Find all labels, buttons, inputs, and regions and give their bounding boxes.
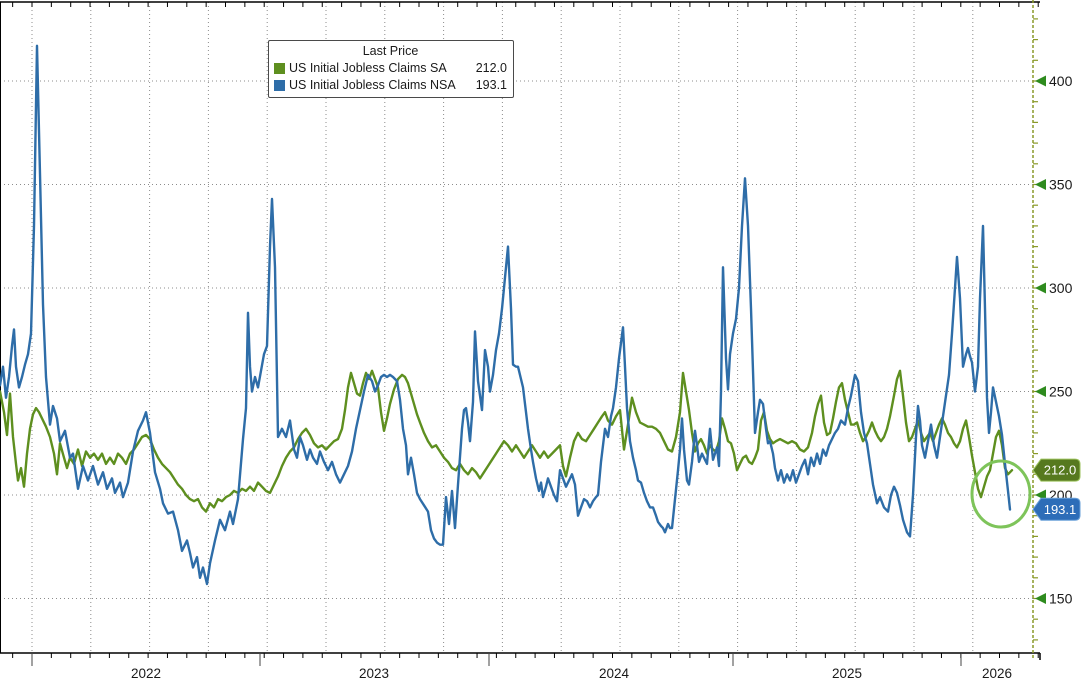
nsa-series-last-price: 193.1 xyxy=(475,78,507,92)
sa-last-price-badge xyxy=(1032,458,1081,482)
badge-value-label: 193.1 xyxy=(1044,502,1077,517)
nsa-series-line xyxy=(0,44,1012,586)
highlight-circle-annotation xyxy=(970,459,1032,529)
y-tick-arrow-icon xyxy=(1035,179,1046,190)
y-tick-arrow-icon xyxy=(1035,75,1046,87)
y-tick-label: 300 xyxy=(1049,280,1073,296)
year-label: 2022 xyxy=(131,666,161,681)
y-tick-label: 150 xyxy=(1049,591,1073,607)
year-label: 2023 xyxy=(359,666,389,681)
nsa-series-swatch xyxy=(274,80,285,91)
y-tick-arrow-icon xyxy=(1035,282,1046,294)
legend-row-sa: US Initial Jobless Claims SA 212.0 xyxy=(274,60,507,77)
y-tick-arrow-icon xyxy=(1035,386,1046,397)
chart-legend: Last Price US Initial Jobless Claims SA … xyxy=(268,40,514,98)
legend-row-nsa: US Initial Jobless Claims NSA 193.1 xyxy=(274,77,507,94)
y-tick-arrow-icon xyxy=(1035,489,1046,501)
sa-series-last-price: 212.0 xyxy=(475,61,507,75)
badge-value-label: 212.0 xyxy=(1044,463,1077,478)
y-tick-arrow-icon xyxy=(1035,593,1046,604)
nsa-last-price-badge xyxy=(1032,497,1081,521)
year-label: 2026 xyxy=(982,666,1012,681)
y-tick-label: 350 xyxy=(1049,177,1073,193)
y-tick-label: 400 xyxy=(1049,73,1073,89)
y-tick-label: 250 xyxy=(1049,384,1073,400)
year-label: 2024 xyxy=(599,666,630,681)
nsa-series-label: US Initial Jobless Claims NSA xyxy=(289,78,456,92)
sa-series-label: US Initial Jobless Claims SA xyxy=(289,61,447,75)
year-label: 2025 xyxy=(832,666,862,681)
sa-series-swatch xyxy=(274,63,285,74)
legend-title: Last Price xyxy=(362,44,419,58)
